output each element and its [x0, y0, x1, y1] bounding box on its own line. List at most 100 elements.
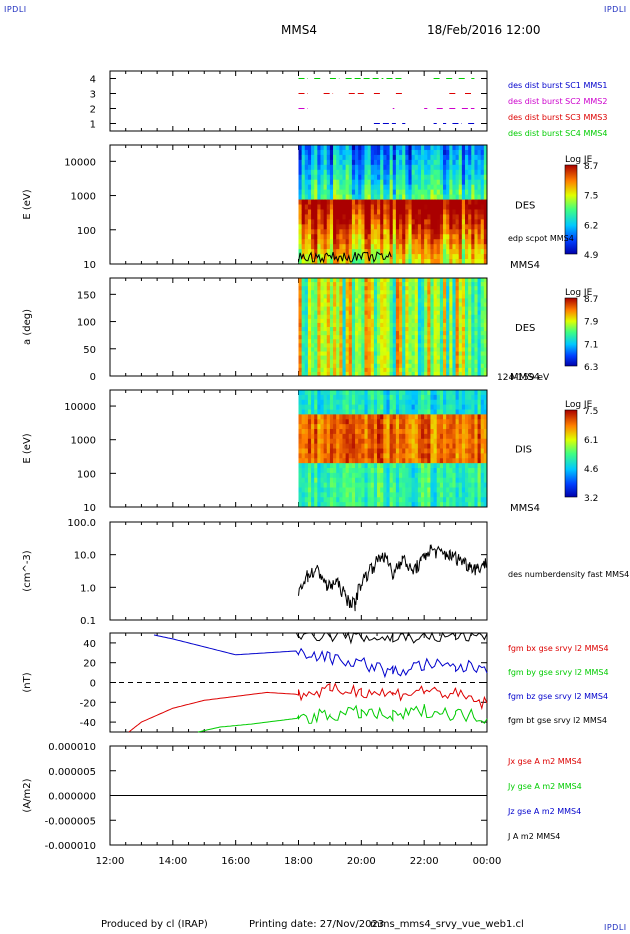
des-energy-cell [358, 145, 362, 151]
des-energy-cell [320, 149, 325, 156]
des-energy-cell [465, 149, 469, 156]
des-energy-cell [348, 224, 353, 230]
des-pitch-cell [364, 367, 369, 373]
dis-energy-cell [301, 463, 306, 469]
dis-energy-cell [364, 487, 369, 493]
dis-energy-cell [399, 482, 403, 488]
des-pitch-cell [402, 302, 406, 308]
des-energy-cell [345, 189, 350, 196]
dis-energy-cell [351, 448, 356, 454]
field-legend: fgm bx gse srvy l2 MMS4 [508, 644, 609, 653]
des-energy-colorbar-tick: 7.5 [584, 192, 598, 202]
des-energy-cell [477, 164, 482, 171]
des-energy-cell [458, 179, 463, 186]
des-energy-cell [405, 249, 409, 255]
dis-energy-cell [455, 463, 460, 469]
des-pitch-cell [386, 290, 391, 295]
des-pitch-cell [314, 318, 318, 324]
des-pitch-cell [471, 359, 475, 365]
date-title: 18/Feb/2016 12:00 [427, 23, 541, 37]
dis-energy-cell [386, 433, 391, 440]
des-pitch-cell [468, 327, 472, 332]
des-pitch-cell [449, 359, 453, 365]
dis-energy-cell [402, 409, 406, 415]
des-pitch-cell [449, 347, 453, 352]
dis-energy-cell [333, 487, 337, 493]
dis-energy-cell [461, 492, 466, 498]
des-energy-cell [298, 214, 303, 220]
dis-energy-cell [358, 404, 362, 410]
dis-energy-cell [351, 429, 356, 435]
des-pitch-cell [373, 318, 378, 324]
dis-energy-cell [471, 458, 475, 464]
dis-energy-cell [355, 404, 359, 410]
dis-energy-cell [480, 497, 485, 503]
des-energy-cell [345, 249, 350, 255]
dis-energy-cell [311, 399, 315, 406]
des-energy-cell [351, 164, 356, 171]
des-pitch-cell [465, 282, 469, 287]
des-energy-cell [458, 184, 463, 191]
des-pitch-cell [411, 306, 416, 312]
des-pitch-cell [333, 314, 337, 320]
des-energy-cell [458, 174, 463, 181]
des-pitch-cell [471, 355, 475, 361]
des-energy-cell [329, 214, 334, 220]
dis-energy-cell [480, 463, 485, 469]
des-energy-cell [452, 224, 457, 230]
des-energy-cell [377, 234, 381, 240]
des-pitch-cell [424, 302, 428, 308]
des-energy-cell [311, 204, 315, 210]
des-pitch-cell [424, 282, 428, 287]
dis-energy-cell [424, 390, 428, 396]
dis-energy-cell [307, 419, 312, 425]
des-pitch-cell [443, 351, 447, 357]
des-pitch-cell [329, 310, 334, 316]
dis-energy-cell [348, 390, 353, 396]
dis-energy-cell [424, 409, 428, 415]
dis-energy-cell [389, 394, 394, 401]
des-pitch-cell [405, 290, 409, 295]
dis-energy-cell [314, 419, 318, 425]
dis-energy-cell [468, 404, 472, 410]
des-energy-cell [446, 154, 450, 161]
des-pitch-cell [430, 367, 435, 373]
des-energy-cell [483, 164, 488, 171]
des-pitch-cell [298, 294, 303, 299]
des-energy-cell [348, 234, 353, 240]
des-pitch-cell [461, 322, 466, 328]
des-energy-cell [461, 259, 466, 265]
dis-energy-cell [307, 404, 312, 410]
dis-energy-cell [301, 482, 306, 488]
des-pitch-cell [307, 331, 312, 336]
dis-energy-cell [480, 458, 485, 464]
des-pitch-cell [483, 290, 488, 295]
dis-energy-cell [326, 409, 331, 415]
des-pitch-cell [392, 314, 397, 320]
des-pitch-cell [449, 314, 453, 320]
des-pitch-cell [351, 290, 356, 295]
des-pitch-cell [430, 327, 435, 332]
dis-energy-cell [433, 468, 438, 474]
des-energy-cell [405, 154, 409, 161]
des-energy-cell [370, 204, 375, 210]
des-pitch-cell [402, 282, 406, 287]
burst-legend: des dist burst SC1 MMS1 [508, 81, 607, 90]
des-pitch-cell [468, 367, 472, 373]
des-pitch-cell [377, 286, 381, 291]
dis-energy-cell [471, 482, 475, 488]
des-pitch-cell [307, 294, 312, 299]
des-energy-cell [474, 169, 479, 176]
des-pitch-cell [446, 359, 450, 365]
des-energy-cell [477, 149, 482, 156]
dis-energy-cell [345, 404, 350, 410]
dis-energy-cell [298, 399, 303, 406]
des-pitch-cell [364, 298, 369, 303]
dis-energy-cell [395, 399, 400, 406]
des-energy-cell [395, 254, 400, 260]
des-pitch-cell [474, 322, 479, 328]
des-pitch-cell [317, 359, 321, 365]
des-pitch-cell [333, 294, 337, 299]
des-pitch-cell [461, 363, 466, 369]
dis-energy-cell [329, 487, 334, 493]
